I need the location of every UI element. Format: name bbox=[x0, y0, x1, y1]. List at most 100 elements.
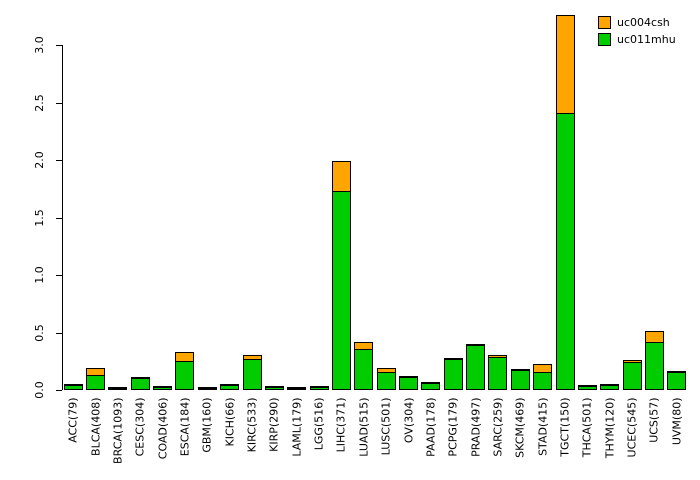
bar-BLCA(408) bbox=[86, 368, 105, 390]
x-tick-label: CESC(304) bbox=[133, 397, 147, 457]
x-tick-label: LGG(516) bbox=[312, 397, 326, 451]
bar-PCPG(179) bbox=[444, 358, 463, 390]
legend-label: uc011mhu bbox=[617, 33, 676, 46]
y-tick-label: 0.5 bbox=[33, 323, 46, 342]
x-tick-label: PAAD(178) bbox=[424, 397, 438, 457]
bar-SKCM(469) bbox=[511, 369, 530, 390]
bar-segment-uc011mhu bbox=[265, 387, 284, 390]
x-tick-label: KIRP(290) bbox=[267, 397, 281, 452]
y-tick-label: 1.5 bbox=[33, 208, 46, 227]
x-tick-label: LUSC(501) bbox=[379, 397, 393, 456]
x-tick-label: LUAD(515) bbox=[357, 397, 371, 457]
bar-segment-uc004csh bbox=[556, 15, 575, 114]
bar-LIHC(371) bbox=[332, 161, 351, 390]
bar-segment-uc011mhu bbox=[556, 113, 575, 390]
bar-segment-uc011mhu bbox=[421, 383, 440, 390]
x-tick-label: PRAD(497) bbox=[469, 397, 483, 457]
legend-item-uc011mhu: uc011mhu bbox=[598, 31, 676, 48]
bar-OV(304) bbox=[399, 376, 418, 390]
x-tick-label: SARC(259) bbox=[491, 397, 505, 457]
y-tick bbox=[56, 390, 62, 391]
bar-segment-uc011mhu bbox=[86, 375, 105, 390]
bar-segment-uc011mhu bbox=[623, 362, 642, 390]
bar-segment-uc011mhu bbox=[153, 387, 172, 390]
x-tick-label: GBM(160) bbox=[200, 397, 214, 453]
bar-segment-uc011mhu bbox=[600, 385, 619, 390]
x-tick-label: PCPG(179) bbox=[446, 397, 460, 457]
bar-KIRP(290) bbox=[265, 386, 284, 390]
x-tick-label: UCS(57) bbox=[647, 397, 661, 443]
y-tick-label: 3.0 bbox=[33, 36, 46, 54]
bar-segment-uc011mhu bbox=[108, 388, 127, 390]
x-tick-label: COAD(406) bbox=[156, 397, 170, 460]
y-tick bbox=[56, 102, 62, 104]
bar-ACC(79) bbox=[64, 384, 83, 390]
bar-segment-uc011mhu bbox=[175, 361, 194, 390]
bar-KICH(66) bbox=[220, 384, 239, 390]
legend-swatch-icon bbox=[598, 16, 611, 29]
bar-STAD(415) bbox=[533, 364, 552, 390]
legend-label: uc004csh bbox=[617, 16, 670, 29]
y-tick bbox=[56, 160, 62, 161]
bar-KIRC(533) bbox=[243, 355, 262, 390]
bar-THYM(120) bbox=[600, 384, 619, 390]
bar-LAML(179) bbox=[287, 387, 306, 390]
bar-segment-uc004csh bbox=[332, 161, 351, 192]
y-tick bbox=[56, 332, 62, 334]
y-tick bbox=[56, 275, 62, 276]
y-tick-label: 2.5 bbox=[33, 93, 46, 112]
bar-segment-uc011mhu bbox=[131, 378, 150, 390]
y-axis-line bbox=[62, 45, 63, 390]
x-tick-label: BRCA(1093) bbox=[111, 397, 125, 464]
bar-segment-uc011mhu bbox=[578, 386, 597, 390]
bar-segment-uc011mhu bbox=[310, 387, 329, 390]
x-tick-label: LIHC(371) bbox=[334, 397, 348, 453]
bar-segment-uc011mhu bbox=[377, 372, 396, 390]
bar-segment-uc011mhu bbox=[287, 388, 306, 390]
x-tick-label: SKCM(469) bbox=[513, 397, 527, 458]
bar-TGCT(150) bbox=[556, 15, 575, 390]
bar-segment-uc011mhu bbox=[511, 370, 530, 390]
bar-UVM(80) bbox=[667, 371, 686, 390]
bar-UCS(57) bbox=[645, 331, 664, 390]
y-tick bbox=[56, 45, 62, 46]
bar-BRCA(1093) bbox=[108, 387, 127, 390]
legend-item-uc004csh: uc004csh bbox=[598, 14, 676, 31]
bar-CESC(304) bbox=[131, 377, 150, 390]
bar-PRAD(497) bbox=[466, 344, 485, 390]
y-tick-label: 2.0 bbox=[33, 151, 46, 169]
bar-segment-uc011mhu bbox=[64, 385, 83, 390]
x-tick-label: KIRC(533) bbox=[245, 397, 259, 453]
y-tick bbox=[56, 217, 62, 219]
x-tick-label: LAML(179) bbox=[290, 397, 304, 457]
bar-segment-uc011mhu bbox=[354, 349, 373, 390]
bar-segment-uc011mhu bbox=[466, 345, 485, 390]
x-tick-label: OV(304) bbox=[402, 397, 416, 444]
bar-segment-uc011mhu bbox=[444, 359, 463, 390]
legend-swatch-icon bbox=[598, 33, 611, 46]
bar-segment-uc011mhu bbox=[220, 385, 239, 390]
bar-PAAD(178) bbox=[421, 382, 440, 390]
x-tick-label: UCEC(545) bbox=[625, 397, 639, 458]
x-tick-label: KICH(66) bbox=[223, 397, 237, 447]
bar-LUAD(515) bbox=[354, 342, 373, 390]
bar-LUSC(501) bbox=[377, 368, 396, 390]
bar-segment-uc011mhu bbox=[399, 377, 418, 390]
x-tick-label: UVM(80) bbox=[670, 397, 684, 446]
x-tick-label: THYM(120) bbox=[603, 397, 617, 459]
x-tick-label: BLCA(408) bbox=[89, 397, 103, 456]
x-tick-label: STAD(415) bbox=[536, 397, 550, 456]
x-tick-label: THCA(501) bbox=[580, 397, 594, 458]
x-tick-label: ACC(79) bbox=[66, 397, 80, 443]
y-tick-label: 1.0 bbox=[33, 266, 46, 284]
x-tick-label: ESCA(184) bbox=[178, 397, 192, 457]
bar-segment-uc011mhu bbox=[198, 388, 217, 390]
bar-segment-uc011mhu bbox=[488, 357, 507, 390]
bar-GBM(160) bbox=[198, 387, 217, 390]
legend: uc004csh uc011mhu bbox=[598, 14, 676, 48]
bar-THCA(501) bbox=[578, 385, 597, 390]
bar-segment-uc011mhu bbox=[645, 342, 664, 390]
bar-segment-uc011mhu bbox=[667, 372, 686, 390]
bar-segment-uc011mhu bbox=[533, 372, 552, 390]
